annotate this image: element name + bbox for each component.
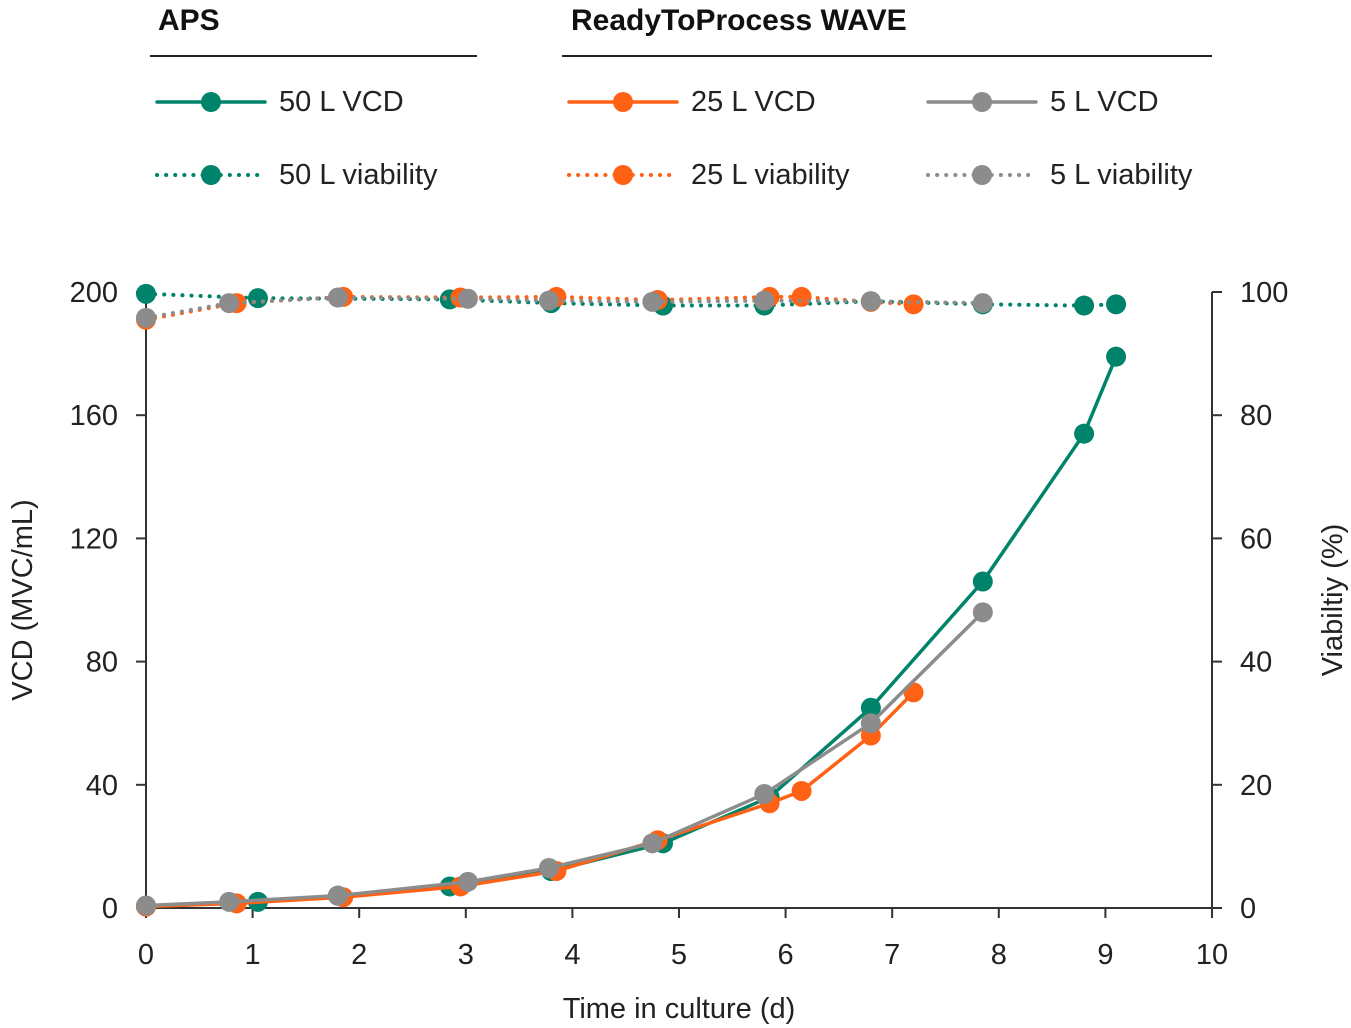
legend-item-5l-viability: 5 L viability — [926, 157, 1192, 193]
legend-item-25l-vcd: 25 L VCD — [567, 84, 816, 120]
data-point-5-l-vcd — [457, 871, 478, 892]
y2-tick-label: 40 — [1240, 647, 1272, 679]
data-point-5-l-viability — [642, 291, 663, 312]
y-tick-label: 160 — [70, 400, 118, 432]
legend-item-5l-vcd: 5 L VCD — [926, 84, 1159, 120]
legend-swatch-50l-viability — [155, 165, 267, 185]
x-tick-label: 7 — [884, 939, 900, 971]
data-point-5-l-viability — [136, 307, 156, 328]
legend-swatch-25l-vcd — [567, 92, 679, 112]
data-point-5-l-viability — [327, 287, 348, 308]
x-axis-title: Time in culture (d) — [563, 993, 796, 1025]
data-point-50-l-viability — [1106, 294, 1127, 315]
series-line-50-l-vcd — [144, 354, 1118, 909]
data-point-5-l-viability — [219, 293, 240, 314]
y2-tick-label: 80 — [1240, 400, 1272, 432]
data-point-25-l-vcd — [791, 780, 812, 801]
y-tick-label: 0 — [102, 893, 118, 925]
data-point-5-l-vcd — [642, 833, 663, 854]
x-tick-label: 10 — [1196, 939, 1228, 971]
x-tick-label: 9 — [1097, 939, 1113, 971]
data-point-5-l-vcd — [219, 891, 240, 912]
legend-item-50l-viability: 50 L viability — [155, 157, 438, 193]
y2-tick-label: 60 — [1240, 523, 1272, 555]
legend-swatch-5l-vcd — [926, 92, 1038, 112]
legend-label-25l-vcd: 25 L VCD — [691, 85, 816, 118]
data-point-50-l-viability — [247, 288, 268, 309]
data-point-25-l-vcd — [903, 682, 924, 703]
series-line-5-l-viability — [144, 295, 985, 320]
legend-group-title-wave: ReadyToProcess WAVE — [571, 4, 907, 37]
y-axis-title: VCD (MVC/mL) — [7, 499, 39, 700]
legend-divider-wave — [562, 55, 1212, 57]
data-point-5-l-vcd — [754, 784, 775, 805]
data-point-50-l-viability — [1074, 295, 1095, 316]
legend-item-25l-viability: 25 L viability — [567, 157, 850, 193]
x-tick-label: 6 — [778, 939, 794, 971]
data-point-50-l-viability — [136, 283, 156, 304]
y-tick-label: 40 — [86, 770, 118, 802]
data-point-50-l-vcd — [1074, 423, 1095, 444]
x-tick-label: 0 — [138, 939, 154, 971]
data-point-5-l-viability — [860, 291, 881, 312]
y2-axis-title: Viabiltiy (%) — [1317, 524, 1349, 677]
data-point-5-l-viability — [538, 290, 559, 311]
y-tick-label: 80 — [86, 647, 118, 679]
legend-swatch-50l-vcd — [155, 92, 267, 112]
y2-tick-label: 0 — [1240, 893, 1256, 925]
series-line-5-l-vcd — [144, 610, 985, 908]
legend-label-50l-vcd: 50 L VCD — [279, 85, 404, 118]
data-point-5-l-vcd — [327, 885, 348, 906]
x-tick-label: 5 — [671, 939, 687, 971]
y2-tick-label: 100 — [1240, 277, 1288, 309]
data-point-5-l-vcd — [538, 857, 559, 878]
data-point-5-l-viability — [457, 288, 478, 309]
data-point-50-l-vcd — [972, 571, 993, 592]
legend-item-50l-vcd: 50 L VCD — [155, 84, 404, 120]
legend-label-5l-viability: 5 L viability — [1050, 158, 1193, 191]
data-point-50-l-vcd — [860, 697, 881, 718]
x-tick-label: 4 — [564, 939, 580, 971]
y-tick-label: 120 — [70, 523, 118, 555]
data-point-5-l-viability — [754, 290, 775, 311]
legend-swatch-25l-viability — [567, 165, 679, 185]
x-tick-label: 1 — [245, 939, 261, 971]
x-tick-label: 3 — [458, 939, 474, 971]
data-point-5-l-vcd — [972, 602, 993, 623]
legend-divider-aps — [150, 55, 477, 57]
x-tick-label: 2 — [351, 939, 367, 971]
data-point-5-l-viability — [972, 293, 993, 314]
legend-group-title-aps: APS — [158, 4, 220, 37]
y-tick-label: 200 — [70, 277, 118, 309]
legend-swatch-marker — [972, 92, 992, 112]
data-point-25-l-viability — [791, 286, 812, 307]
legend-swatch-marker — [613, 92, 633, 112]
legend-swatch-5l-viability — [926, 165, 1038, 185]
legend-label-5l-vcd: 5 L VCD — [1050, 85, 1159, 118]
legend-swatch-marker — [201, 92, 221, 112]
legend-label-50l-viability: 50 L viability — [279, 158, 438, 191]
legend-label-25l-viability: 25 L viability — [691, 158, 850, 191]
data-point-5-l-vcd — [136, 895, 156, 916]
data-point-50-l-vcd — [1106, 346, 1127, 367]
legend-swatch-marker — [613, 165, 633, 185]
y2-tick-label: 20 — [1240, 770, 1272, 802]
x-tick-label: 8 — [991, 939, 1007, 971]
data-point-25-l-viability — [903, 294, 924, 315]
legend-swatch-marker — [972, 165, 992, 185]
data-point-5-l-vcd — [860, 713, 881, 734]
legend-swatch-marker — [201, 165, 221, 185]
